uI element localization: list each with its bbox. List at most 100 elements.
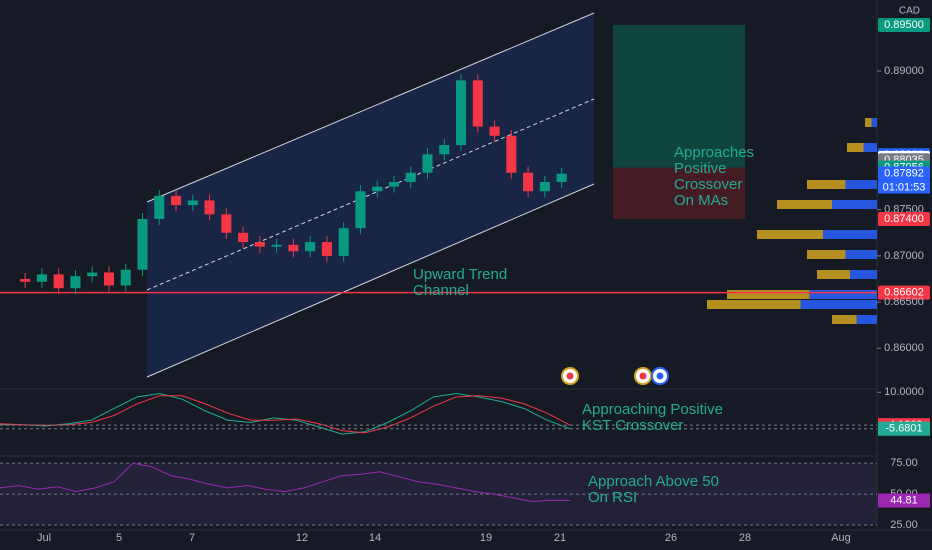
- countdown: 01:01:53: [883, 181, 926, 193]
- price-label-bg: [878, 211, 930, 226]
- candle: [70, 276, 81, 289]
- x-tick-label: 26: [665, 532, 677, 544]
- price-label-bg: [878, 17, 930, 32]
- channel-upper: [146, 12, 595, 203]
- x-tick-label: 12: [296, 532, 308, 544]
- volume-profile-bar: [845, 180, 877, 189]
- annotation-line: Approaches: [674, 144, 754, 161]
- price-label: 0.86500: [884, 296, 924, 308]
- candle: [120, 269, 131, 286]
- event-icon-dot: [639, 372, 647, 380]
- annotation-line: Crossover: [674, 176, 742, 193]
- price-label: 0.87892: [884, 167, 924, 179]
- annotation-line: KST Crossover: [582, 417, 683, 434]
- x-tick-label: Aug: [831, 532, 851, 544]
- loss-zone: [613, 167, 745, 219]
- candle: [36, 274, 47, 282]
- volume-profile-bar: [807, 180, 846, 189]
- x-tick-label: 28: [739, 532, 751, 544]
- x-tick-label: 7: [189, 532, 195, 544]
- volume-profile-bar: [871, 118, 877, 127]
- x-tick-label: 19: [480, 532, 492, 544]
- rsi-last-bg: [878, 493, 930, 508]
- annotation-line: Positive: [674, 160, 727, 177]
- candle: [87, 272, 98, 277]
- x-tick-label: Jul: [37, 532, 51, 544]
- candle: [489, 126, 500, 136]
- candle: [204, 200, 215, 215]
- annotation: Approach Above 50 On RSI: [588, 473, 719, 506]
- volume-profile-bar: [823, 230, 877, 239]
- annotation-line: Approaching Positive: [582, 401, 723, 418]
- kst-label-bg: [878, 421, 930, 436]
- candle: [439, 145, 450, 155]
- price-label-bg: [878, 285, 930, 300]
- volume-profile-bar: [856, 315, 877, 324]
- kst-line: [0, 395, 571, 434]
- currency: CAD: [899, 6, 920, 17]
- volume-profile-bar: [727, 290, 810, 299]
- volume-profile-bar: [777, 200, 832, 209]
- candle: [388, 181, 399, 187]
- rsi-last: 44.81: [890, 494, 918, 506]
- volume-profile-bar: [832, 315, 857, 324]
- volume-profile-bar: [832, 200, 877, 209]
- candle: [372, 186, 383, 192]
- candle: [137, 218, 148, 270]
- rsi-line: [0, 462, 571, 503]
- volume-profile-bar: [809, 290, 877, 299]
- volume-profile-bar: [707, 300, 801, 309]
- price-label: 0.89000: [884, 65, 924, 77]
- price-label: 0.87000: [884, 250, 924, 262]
- price-label: 0.89500: [884, 19, 924, 31]
- x-tick-label: 14: [369, 532, 381, 544]
- candle: [154, 195, 165, 219]
- candle: [556, 173, 567, 182]
- volume-profile-bar: [817, 270, 850, 279]
- rsi-label: 25.00: [890, 519, 918, 531]
- candle: [321, 242, 332, 256]
- event-icon-dot: [566, 372, 574, 380]
- candle: [288, 244, 299, 252]
- annotation-line: Approach Above 50: [588, 473, 719, 490]
- countdown-bg: [878, 180, 930, 194]
- candle: [238, 232, 249, 243]
- candle: [53, 274, 64, 289]
- candle: [221, 214, 232, 233]
- price-label-bg: [878, 166, 930, 181]
- candle: [338, 228, 349, 256]
- annotation: Upward Trend Channel: [413, 266, 507, 299]
- kst-label: -5.6801: [885, 423, 922, 435]
- event-icon-dot: [656, 372, 664, 380]
- volume-profile-bar: [847, 143, 864, 152]
- volume-profile-bar: [865, 118, 872, 127]
- rsi-label: 75.00: [890, 457, 918, 469]
- annotation-line: Channel: [413, 282, 469, 299]
- kst-label: 10.0000: [884, 386, 924, 398]
- candle: [506, 135, 517, 173]
- price-label: 0.86602: [884, 287, 924, 299]
- candle: [187, 200, 198, 206]
- candle: [539, 181, 550, 192]
- volume-profile-bar: [807, 250, 846, 259]
- volume-profile-bar: [800, 300, 877, 309]
- channel-lower: [146, 183, 595, 378]
- candle: [456, 80, 467, 146]
- volume-profile-bar: [850, 270, 877, 279]
- volume-profile-bar: [863, 143, 877, 152]
- volume-profile-bar: [757, 230, 823, 239]
- candle: [171, 195, 182, 206]
- candle: [271, 244, 282, 247]
- annotation: Approaching Positive KST Crossover: [582, 401, 723, 434]
- candle: [20, 278, 31, 282]
- annotation-line: On RSI: [588, 489, 637, 506]
- annotation-line: On MAs: [674, 192, 728, 209]
- volume-profile-bar: [845, 250, 877, 259]
- candle: [254, 242, 265, 247]
- profit-zone: [613, 24, 745, 168]
- x-tick-label: 5: [116, 532, 122, 544]
- candle: [305, 242, 316, 252]
- candle: [405, 172, 416, 182]
- candle: [422, 154, 433, 173]
